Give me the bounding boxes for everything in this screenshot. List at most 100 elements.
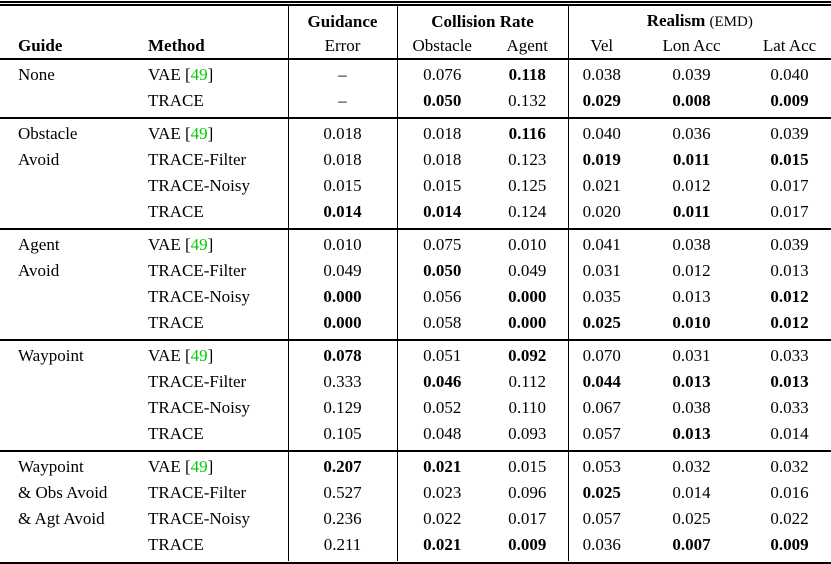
method-cell: TRACE-Noisy bbox=[148, 398, 250, 417]
value-cell-lat-acc: 0.012 bbox=[770, 313, 809, 332]
citation-link[interactable]: 49 bbox=[190, 346, 208, 365]
method-cell: VAE [49] bbox=[148, 65, 214, 84]
value-cell-obstacle: 0.048 bbox=[396, 421, 487, 451]
value-cell-vel: 0.025 bbox=[567, 480, 636, 506]
value-cell-agent: 0.000 bbox=[508, 313, 547, 332]
value-cell-obstacle: 0.015 bbox=[396, 173, 487, 199]
value-cell-vel: 0.067 bbox=[567, 395, 636, 421]
table-row: Obstacle VAE [49] 0.018 0.018 0.116 0.04… bbox=[0, 118, 831, 147]
value-cell-lat-acc: 0.039 bbox=[770, 235, 809, 254]
value-cell-agent: 0.010 bbox=[508, 235, 547, 254]
col-group-collision-rate: Collision Rate bbox=[396, 6, 569, 34]
header-columns-row: Guide Method Error Obstacle Agent Vel Lo… bbox=[0, 34, 831, 59]
value-cell-vel: 0.019 bbox=[567, 147, 636, 173]
method-cell: TRACE bbox=[148, 535, 204, 554]
value-cell-guidance-error: 0.049 bbox=[287, 258, 397, 284]
value-cell-guidance-error: 0.129 bbox=[287, 395, 397, 421]
col-header-lon-acc: Lon Acc bbox=[662, 36, 721, 55]
method-cell: TRACE-Noisy bbox=[148, 287, 250, 306]
value-cell-obstacle: 0.021 bbox=[396, 451, 487, 480]
value-cell-agent: 0.009 bbox=[508, 535, 547, 554]
citation-link[interactable]: 49 bbox=[190, 124, 208, 143]
table-row: TRACE-Noisy 0.015 0.015 0.125 0.021 0.01… bbox=[0, 173, 831, 199]
citation-link[interactable]: 49 bbox=[190, 457, 208, 476]
method-cell: TRACE bbox=[148, 424, 204, 443]
table-section: Obstacle VAE [49] 0.018 0.018 0.116 0.04… bbox=[0, 118, 831, 229]
value-cell-vel: 0.021 bbox=[567, 173, 636, 199]
value-cell-obstacle: 0.075 bbox=[396, 229, 487, 258]
value-cell-obstacle: 0.023 bbox=[396, 480, 487, 506]
value-cell-lat-acc: 0.015 bbox=[770, 150, 809, 169]
guide-cell bbox=[0, 199, 130, 229]
guide-cell bbox=[0, 173, 130, 199]
value-cell-vel: 0.057 bbox=[567, 506, 636, 532]
value-cell-vel: 0.031 bbox=[567, 258, 636, 284]
value-cell-agent: 0.123 bbox=[508, 150, 547, 169]
value-cell-lon-acc: 0.038 bbox=[672, 235, 711, 254]
guide-cell: Agent bbox=[18, 235, 60, 254]
value-cell-lat-acc: 0.033 bbox=[770, 346, 809, 365]
value-cell-vel: 0.044 bbox=[567, 369, 636, 395]
value-cell-lon-acc: 0.039 bbox=[672, 65, 711, 84]
value-cell-lon-acc: 0.008 bbox=[672, 91, 711, 110]
value-cell-obstacle: 0.051 bbox=[396, 340, 487, 369]
value-cell-lat-acc: 0.016 bbox=[770, 483, 809, 502]
value-cell-guidance-error: 0.015 bbox=[287, 173, 397, 199]
col-header-obstacle: Obstacle bbox=[396, 34, 487, 59]
value-cell-guidance-error: 0.211 bbox=[287, 532, 397, 561]
table-section: Agent VAE [49] 0.010 0.075 0.010 0.041 0… bbox=[0, 229, 831, 340]
value-cell-agent: 0.096 bbox=[508, 483, 547, 502]
value-cell-vel: 0.053 bbox=[567, 451, 636, 480]
value-cell-guidance-error: 0.000 bbox=[287, 284, 397, 310]
value-cell-lon-acc: 0.007 bbox=[672, 535, 711, 554]
method-cell: VAE [49] bbox=[148, 235, 214, 254]
value-cell-guidance-error: 0.010 bbox=[287, 229, 397, 258]
value-cell-lon-acc: 0.036 bbox=[672, 124, 711, 143]
value-cell-agent: 0.125 bbox=[508, 176, 547, 195]
method-cell: TRACE-Filter bbox=[148, 483, 247, 502]
value-cell-lon-acc: 0.032 bbox=[672, 457, 711, 476]
value-cell-guidance-error: 0.236 bbox=[287, 506, 397, 532]
table-row: None VAE [49] – 0.076 0.118 0.038 0.039 … bbox=[0, 59, 831, 88]
value-cell-obstacle: 0.076 bbox=[396, 59, 487, 88]
col-header-method: Method bbox=[148, 36, 205, 55]
value-cell-vel: 0.070 bbox=[567, 340, 636, 369]
table-row: & Agt Avoid TRACE-Noisy 0.236 0.022 0.01… bbox=[0, 506, 831, 532]
value-cell-lon-acc: 0.031 bbox=[672, 346, 711, 365]
realism-title: Realism bbox=[646, 11, 706, 30]
value-cell-agent: 0.092 bbox=[508, 346, 547, 365]
value-cell-guidance-error: 0.018 bbox=[287, 147, 397, 173]
method-cell: TRACE-Filter bbox=[148, 372, 247, 391]
value-cell-agent: 0.110 bbox=[508, 398, 547, 417]
value-cell-agent: 0.124 bbox=[508, 202, 547, 221]
value-cell-agent: 0.116 bbox=[508, 124, 546, 143]
value-cell-lat-acc: 0.032 bbox=[770, 457, 809, 476]
value-cell-lat-acc: 0.009 bbox=[770, 91, 809, 110]
value-cell-obstacle: 0.021 bbox=[396, 532, 487, 561]
value-cell-guidance-error: 0.105 bbox=[287, 421, 397, 451]
citation-link[interactable]: 49 bbox=[190, 235, 208, 254]
value-cell-agent: 0.015 bbox=[508, 457, 547, 476]
value-cell-vel: 0.029 bbox=[567, 88, 636, 118]
value-cell-lat-acc: 0.022 bbox=[770, 509, 809, 528]
value-cell-obstacle: 0.022 bbox=[396, 506, 487, 532]
value-cell-guidance-error: – bbox=[287, 59, 397, 88]
guide-cell: None bbox=[18, 65, 55, 84]
value-cell-obstacle: 0.046 bbox=[396, 369, 487, 395]
table-row: TRACE-Filter 0.333 0.046 0.112 0.044 0.0… bbox=[0, 369, 831, 395]
value-cell-lat-acc: 0.017 bbox=[770, 202, 809, 221]
value-cell-lon-acc: 0.013 bbox=[672, 372, 711, 391]
value-cell-guidance-error: 0.527 bbox=[287, 480, 397, 506]
col-header-agent: Agent bbox=[506, 36, 549, 55]
value-cell-guidance-error: 0.207 bbox=[287, 451, 397, 480]
value-cell-guidance-error: 0.014 bbox=[287, 199, 397, 229]
value-cell-guidance-error: 0.018 bbox=[287, 118, 397, 147]
value-cell-obstacle: 0.018 bbox=[396, 118, 487, 147]
value-cell-agent: 0.118 bbox=[508, 65, 546, 84]
value-cell-guidance-error: 0.333 bbox=[287, 369, 397, 395]
method-cell: TRACE-Noisy bbox=[148, 509, 250, 528]
citation-link[interactable]: 49 bbox=[190, 65, 208, 84]
col-header-vel: Vel bbox=[567, 34, 636, 59]
table-row: TRACE 0.000 0.058 0.000 0.025 0.010 0.01… bbox=[0, 310, 831, 340]
guide-cell bbox=[0, 369, 130, 395]
